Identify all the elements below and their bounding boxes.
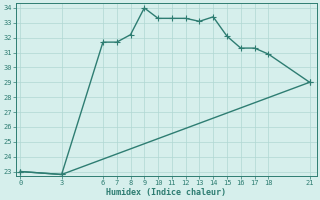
X-axis label: Humidex (Indice chaleur): Humidex (Indice chaleur) <box>106 188 226 197</box>
